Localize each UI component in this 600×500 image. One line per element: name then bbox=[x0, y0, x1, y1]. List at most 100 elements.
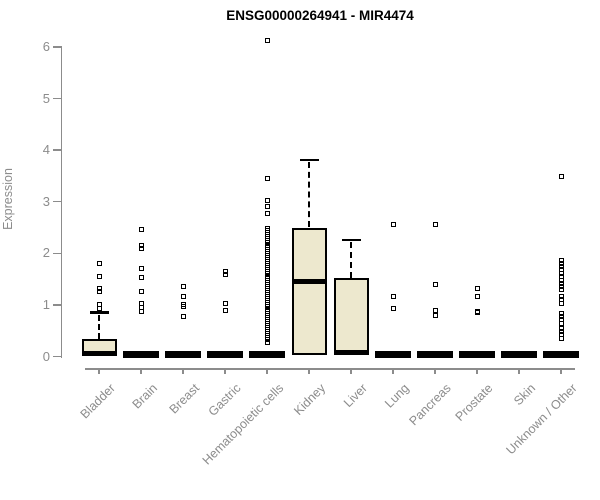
boxplot-box bbox=[333, 277, 369, 356]
outlier-point bbox=[558, 264, 564, 270]
outlier-point bbox=[558, 335, 564, 341]
y-tick-label: 4 bbox=[42, 142, 50, 158]
outlier-point bbox=[558, 320, 564, 326]
boxplot-median bbox=[333, 349, 369, 355]
y-tick bbox=[53, 355, 61, 358]
boxplot-box bbox=[291, 227, 327, 356]
chart-title: ENSG00000264941 - MIR4474 bbox=[226, 8, 414, 23]
x-axis-line bbox=[85, 368, 575, 370]
outlier-point bbox=[138, 227, 144, 233]
y-tick-label: 5 bbox=[42, 90, 50, 106]
outlier-point bbox=[474, 294, 480, 300]
outlier-point bbox=[390, 294, 396, 300]
outlier-point bbox=[222, 272, 228, 278]
boxplot-whisker-cap bbox=[89, 311, 109, 314]
outlier-point bbox=[432, 281, 438, 287]
x-category-label: Pancreas bbox=[406, 381, 454, 429]
outlier-point bbox=[96, 306, 102, 311]
outlier-point bbox=[558, 270, 564, 276]
outlier-point bbox=[222, 307, 228, 313]
outlier-point bbox=[264, 339, 270, 345]
boxplot-collapsed-box bbox=[165, 351, 201, 358]
outlier-point bbox=[558, 284, 564, 290]
x-category-label: Brain bbox=[129, 381, 160, 412]
y-tick-label: 2 bbox=[42, 245, 50, 261]
x-tick bbox=[560, 368, 562, 374]
y-tick-label: 0 bbox=[42, 348, 50, 364]
outlier-point bbox=[558, 300, 564, 306]
x-tick bbox=[434, 368, 436, 374]
boxplot-whisker-cap bbox=[299, 158, 319, 162]
outlier-point bbox=[558, 287, 564, 293]
outlier-point bbox=[138, 265, 144, 271]
outlier-point bbox=[432, 222, 438, 228]
y-tick bbox=[53, 304, 61, 306]
y-tick bbox=[53, 149, 61, 151]
outlier-point bbox=[558, 294, 564, 300]
outlier-point bbox=[474, 310, 480, 316]
x-category-label: Skin bbox=[510, 381, 538, 409]
boxplot-collapsed-box bbox=[123, 351, 159, 358]
x-category-label: Breast bbox=[166, 381, 202, 417]
x-tick bbox=[350, 368, 352, 374]
x-category-label: Prostate bbox=[453, 381, 496, 424]
outlier-point bbox=[432, 307, 438, 313]
boxplot-collapsed-box bbox=[501, 351, 537, 358]
outlier-point bbox=[96, 285, 102, 291]
outlier-point bbox=[264, 198, 270, 204]
x-tick bbox=[308, 368, 310, 374]
x-category-label: Liver bbox=[340, 381, 370, 411]
x-category-label: Lung bbox=[382, 381, 412, 411]
outlier-point bbox=[96, 260, 102, 266]
outlier-point bbox=[264, 210, 270, 216]
outlier-point bbox=[96, 288, 102, 294]
outlier-point bbox=[474, 285, 480, 291]
outlier-point bbox=[138, 275, 144, 281]
outlier-point bbox=[558, 277, 564, 283]
outlier-point bbox=[180, 284, 186, 290]
outlier-point bbox=[558, 329, 564, 335]
outlier-point bbox=[432, 312, 438, 318]
outlier-point bbox=[264, 204, 270, 210]
outlier-point bbox=[96, 274, 102, 280]
x-tick bbox=[98, 368, 100, 374]
boxplot-collapsed-box bbox=[417, 351, 453, 358]
y-axis-spine bbox=[60, 46, 62, 358]
outlier-point bbox=[222, 269, 228, 275]
y-tick bbox=[53, 200, 61, 203]
outlier-point bbox=[558, 257, 564, 263]
boxplot-collapsed-box bbox=[207, 351, 243, 358]
boxplot-median bbox=[81, 351, 117, 356]
x-category-label: Gastric bbox=[206, 381, 244, 419]
boxplot-collapsed-box bbox=[249, 351, 285, 358]
outlier-point bbox=[180, 314, 186, 320]
boxplot-collapsed-box bbox=[375, 351, 411, 358]
x-tick bbox=[392, 368, 394, 374]
x-tick bbox=[518, 368, 520, 374]
outlier-point bbox=[138, 308, 144, 314]
x-category-label: Hematopoietic cells bbox=[199, 381, 286, 468]
outlier-point bbox=[180, 294, 186, 300]
outlier-point bbox=[264, 176, 270, 182]
y-tick-label: 6 bbox=[42, 38, 50, 54]
boxplot-whisker bbox=[308, 161, 310, 228]
y-tick bbox=[53, 97, 61, 100]
boxplot-whisker bbox=[98, 314, 100, 339]
boxplot-collapsed-box bbox=[543, 351, 579, 358]
outlier-point bbox=[264, 37, 270, 43]
x-tick bbox=[140, 368, 142, 374]
outlier-point bbox=[390, 306, 396, 311]
y-axis-label: Expression bbox=[1, 168, 15, 230]
x-category-label: Bladder bbox=[77, 381, 118, 422]
y-tick-label: 3 bbox=[42, 193, 50, 209]
outlier-point bbox=[390, 222, 396, 228]
y-tick bbox=[53, 252, 61, 255]
outlier-point bbox=[138, 245, 144, 251]
boxplot-whisker bbox=[350, 241, 352, 278]
boxplot-median bbox=[291, 279, 327, 285]
y-tick bbox=[53, 46, 61, 48]
outlier-point bbox=[222, 300, 228, 306]
outlier-point bbox=[180, 303, 186, 309]
